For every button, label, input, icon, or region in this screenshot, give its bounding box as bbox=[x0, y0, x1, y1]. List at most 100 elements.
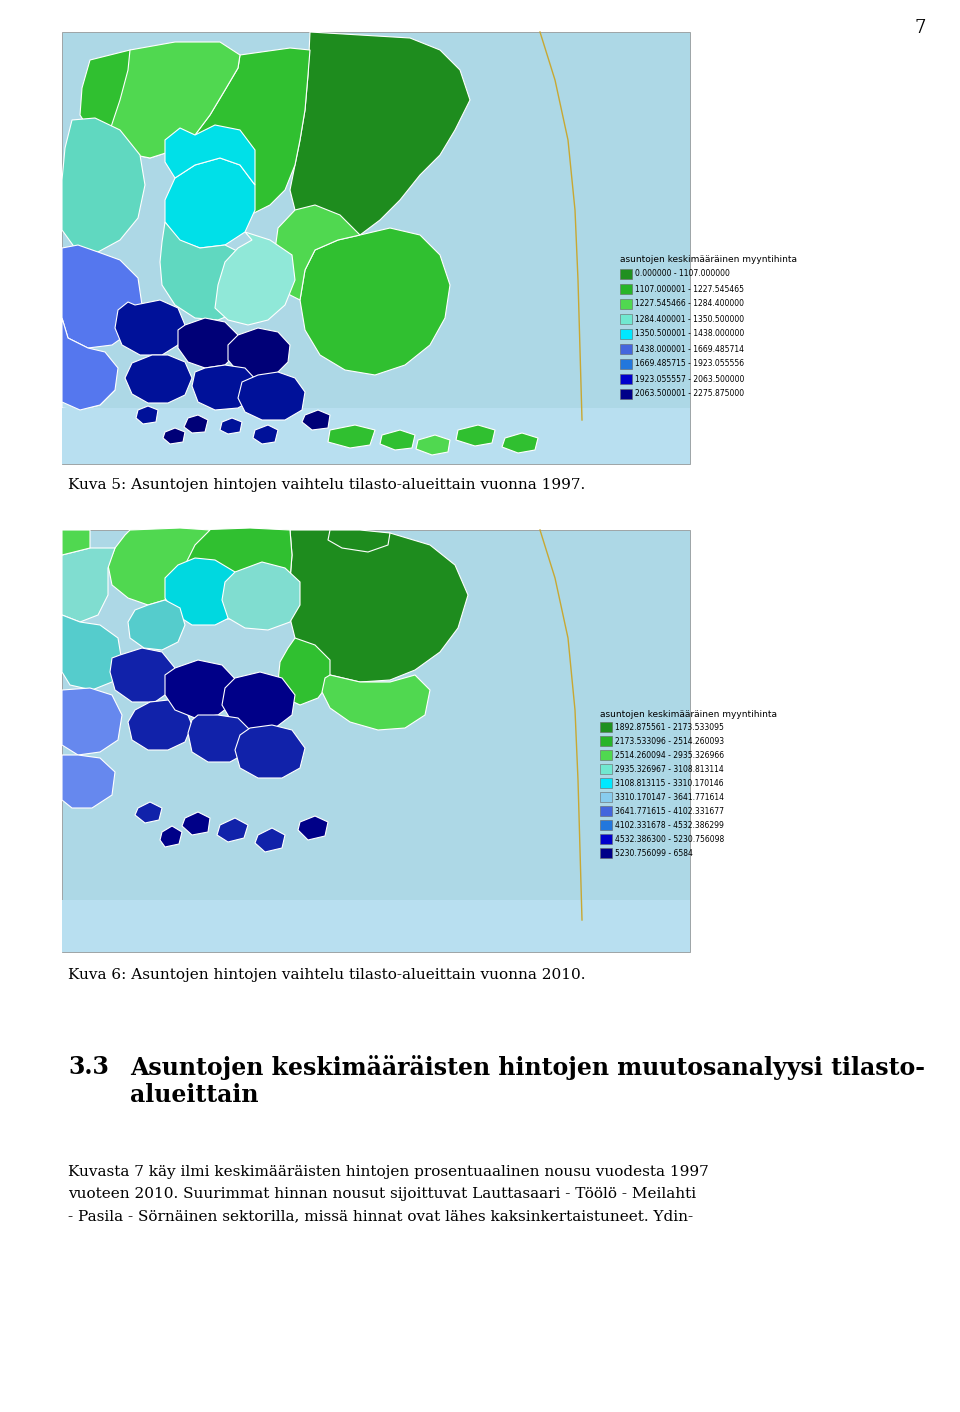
Polygon shape bbox=[222, 562, 300, 630]
Polygon shape bbox=[62, 755, 115, 808]
Polygon shape bbox=[222, 672, 295, 730]
Polygon shape bbox=[62, 548, 115, 623]
Polygon shape bbox=[380, 431, 415, 450]
Polygon shape bbox=[238, 371, 305, 419]
Polygon shape bbox=[182, 812, 210, 834]
Bar bbox=[600, 834, 612, 844]
Text: 2514.260094 - 2935.326966: 2514.260094 - 2935.326966 bbox=[615, 751, 724, 760]
Polygon shape bbox=[110, 42, 240, 158]
Polygon shape bbox=[80, 49, 200, 158]
Text: 1923.055557 - 2063.500000: 1923.055557 - 2063.500000 bbox=[635, 374, 744, 384]
Text: 2173.533096 - 2514.260093: 2173.533096 - 2514.260093 bbox=[615, 737, 724, 746]
Bar bbox=[600, 750, 612, 760]
Text: 4532.386300 - 5230.756098: 4532.386300 - 5230.756098 bbox=[615, 834, 724, 843]
Polygon shape bbox=[165, 659, 238, 717]
Text: 1227.545466 - 1284.400000: 1227.545466 - 1284.400000 bbox=[635, 299, 744, 308]
Polygon shape bbox=[62, 246, 142, 347]
Bar bbox=[620, 299, 632, 309]
Text: 3310.170147 - 3641.771614: 3310.170147 - 3641.771614 bbox=[615, 792, 724, 802]
Polygon shape bbox=[163, 428, 185, 443]
Bar bbox=[620, 345, 632, 354]
Text: 3641.771615 - 4102.331677: 3641.771615 - 4102.331677 bbox=[615, 806, 724, 816]
Bar bbox=[600, 722, 612, 731]
Polygon shape bbox=[165, 158, 255, 249]
Bar bbox=[620, 270, 632, 280]
Bar bbox=[600, 849, 612, 858]
Polygon shape bbox=[110, 648, 175, 702]
Polygon shape bbox=[115, 299, 185, 354]
Text: 3.3: 3.3 bbox=[68, 1055, 108, 1079]
Polygon shape bbox=[62, 119, 145, 251]
Bar bbox=[620, 329, 632, 339]
Polygon shape bbox=[300, 227, 450, 376]
Polygon shape bbox=[253, 425, 278, 443]
Text: 1892.875561 - 2173.533095: 1892.875561 - 2173.533095 bbox=[615, 723, 724, 731]
Polygon shape bbox=[136, 407, 158, 424]
Polygon shape bbox=[288, 530, 468, 682]
Bar bbox=[62, 408, 690, 465]
Text: - Pasila - Sörnäinen sektorilla, missä hinnat ovat lähes kaksinkertaistuneet. Yd: - Pasila - Sörnäinen sektorilla, missä h… bbox=[68, 1209, 693, 1223]
Polygon shape bbox=[302, 409, 330, 431]
Bar bbox=[620, 313, 632, 323]
Text: vuoteen 2010. Suurimmat hinnan nousut sijoittuvat Lauttasaari - Töölö - Meilahti: vuoteen 2010. Suurimmat hinnan nousut si… bbox=[68, 1187, 696, 1202]
Polygon shape bbox=[278, 638, 330, 705]
Polygon shape bbox=[128, 600, 185, 650]
Text: 2063.500001 - 2275.875000: 2063.500001 - 2275.875000 bbox=[635, 390, 744, 398]
Text: 2935.326967 - 3108.813114: 2935.326967 - 3108.813114 bbox=[615, 764, 724, 774]
Polygon shape bbox=[290, 32, 470, 240]
Polygon shape bbox=[165, 126, 255, 185]
Polygon shape bbox=[178, 318, 238, 369]
Polygon shape bbox=[322, 675, 430, 730]
Polygon shape bbox=[298, 816, 328, 840]
Bar bbox=[62, 32, 690, 465]
Polygon shape bbox=[192, 364, 258, 409]
Polygon shape bbox=[62, 530, 90, 555]
Bar bbox=[620, 388, 632, 400]
Bar bbox=[62, 899, 690, 952]
Polygon shape bbox=[188, 714, 252, 762]
Text: Kuva 5: Asuntojen hintojen vaihtelu tilasto-alueittain vuonna 1997.: Kuva 5: Asuntojen hintojen vaihtelu tila… bbox=[68, 479, 586, 491]
Bar bbox=[600, 792, 612, 802]
Polygon shape bbox=[328, 530, 390, 552]
Bar bbox=[620, 359, 632, 369]
Polygon shape bbox=[416, 435, 450, 455]
Text: asuntojen keskimääräinen myyntihinta: asuntojen keskimääräinen myyntihinta bbox=[620, 256, 797, 264]
Text: 1284.400001 - 1350.500000: 1284.400001 - 1350.500000 bbox=[635, 315, 744, 323]
Polygon shape bbox=[178, 528, 292, 620]
Polygon shape bbox=[235, 724, 305, 778]
Text: 1350.500001 - 1438.000000: 1350.500001 - 1438.000000 bbox=[635, 329, 744, 339]
Bar bbox=[600, 820, 612, 830]
Bar bbox=[600, 736, 612, 746]
Polygon shape bbox=[128, 700, 192, 750]
Polygon shape bbox=[165, 558, 242, 626]
Polygon shape bbox=[456, 425, 495, 446]
Text: 1107.000001 - 1227.545465: 1107.000001 - 1227.545465 bbox=[635, 284, 744, 294]
Text: 3108.813115 - 3310.170146: 3108.813115 - 3310.170146 bbox=[615, 778, 724, 788]
Polygon shape bbox=[62, 616, 122, 690]
Polygon shape bbox=[108, 528, 210, 604]
Text: Kuva 6: Asuntojen hintojen vaihtelu tilasto-alueittain vuonna 2010.: Kuva 6: Asuntojen hintojen vaihtelu tila… bbox=[68, 969, 586, 981]
Text: 1669.485715 - 1923.055556: 1669.485715 - 1923.055556 bbox=[635, 360, 744, 369]
Text: 0.000000 - 1107.000000: 0.000000 - 1107.000000 bbox=[635, 270, 730, 278]
Polygon shape bbox=[220, 418, 242, 433]
Polygon shape bbox=[125, 354, 192, 402]
Polygon shape bbox=[217, 818, 248, 842]
Bar bbox=[600, 764, 612, 774]
Bar bbox=[600, 806, 612, 816]
Polygon shape bbox=[275, 205, 360, 299]
Text: alueittain: alueittain bbox=[130, 1083, 258, 1107]
Polygon shape bbox=[255, 827, 285, 851]
Text: Asuntojen keskimääräisten hintojen muutosanalyysi tilasto-: Asuntojen keskimääräisten hintojen muuto… bbox=[130, 1055, 925, 1080]
Polygon shape bbox=[328, 425, 375, 448]
Polygon shape bbox=[62, 371, 115, 409]
Polygon shape bbox=[160, 222, 255, 321]
Bar bbox=[600, 778, 612, 788]
Text: 7: 7 bbox=[914, 18, 925, 37]
Bar bbox=[620, 284, 632, 294]
Bar bbox=[620, 374, 632, 384]
Bar bbox=[62, 530, 690, 952]
Text: 5230.756099 - 6584: 5230.756099 - 6584 bbox=[615, 849, 693, 857]
Text: 4102.331678 - 4532.386299: 4102.331678 - 4532.386299 bbox=[615, 820, 724, 829]
Polygon shape bbox=[175, 48, 310, 220]
Text: Kuvasta 7 käy ilmi keskimääräisten hintojen prosentuaalinen nousu vuodesta 1997: Kuvasta 7 käy ilmi keskimääräisten hinto… bbox=[68, 1165, 708, 1179]
